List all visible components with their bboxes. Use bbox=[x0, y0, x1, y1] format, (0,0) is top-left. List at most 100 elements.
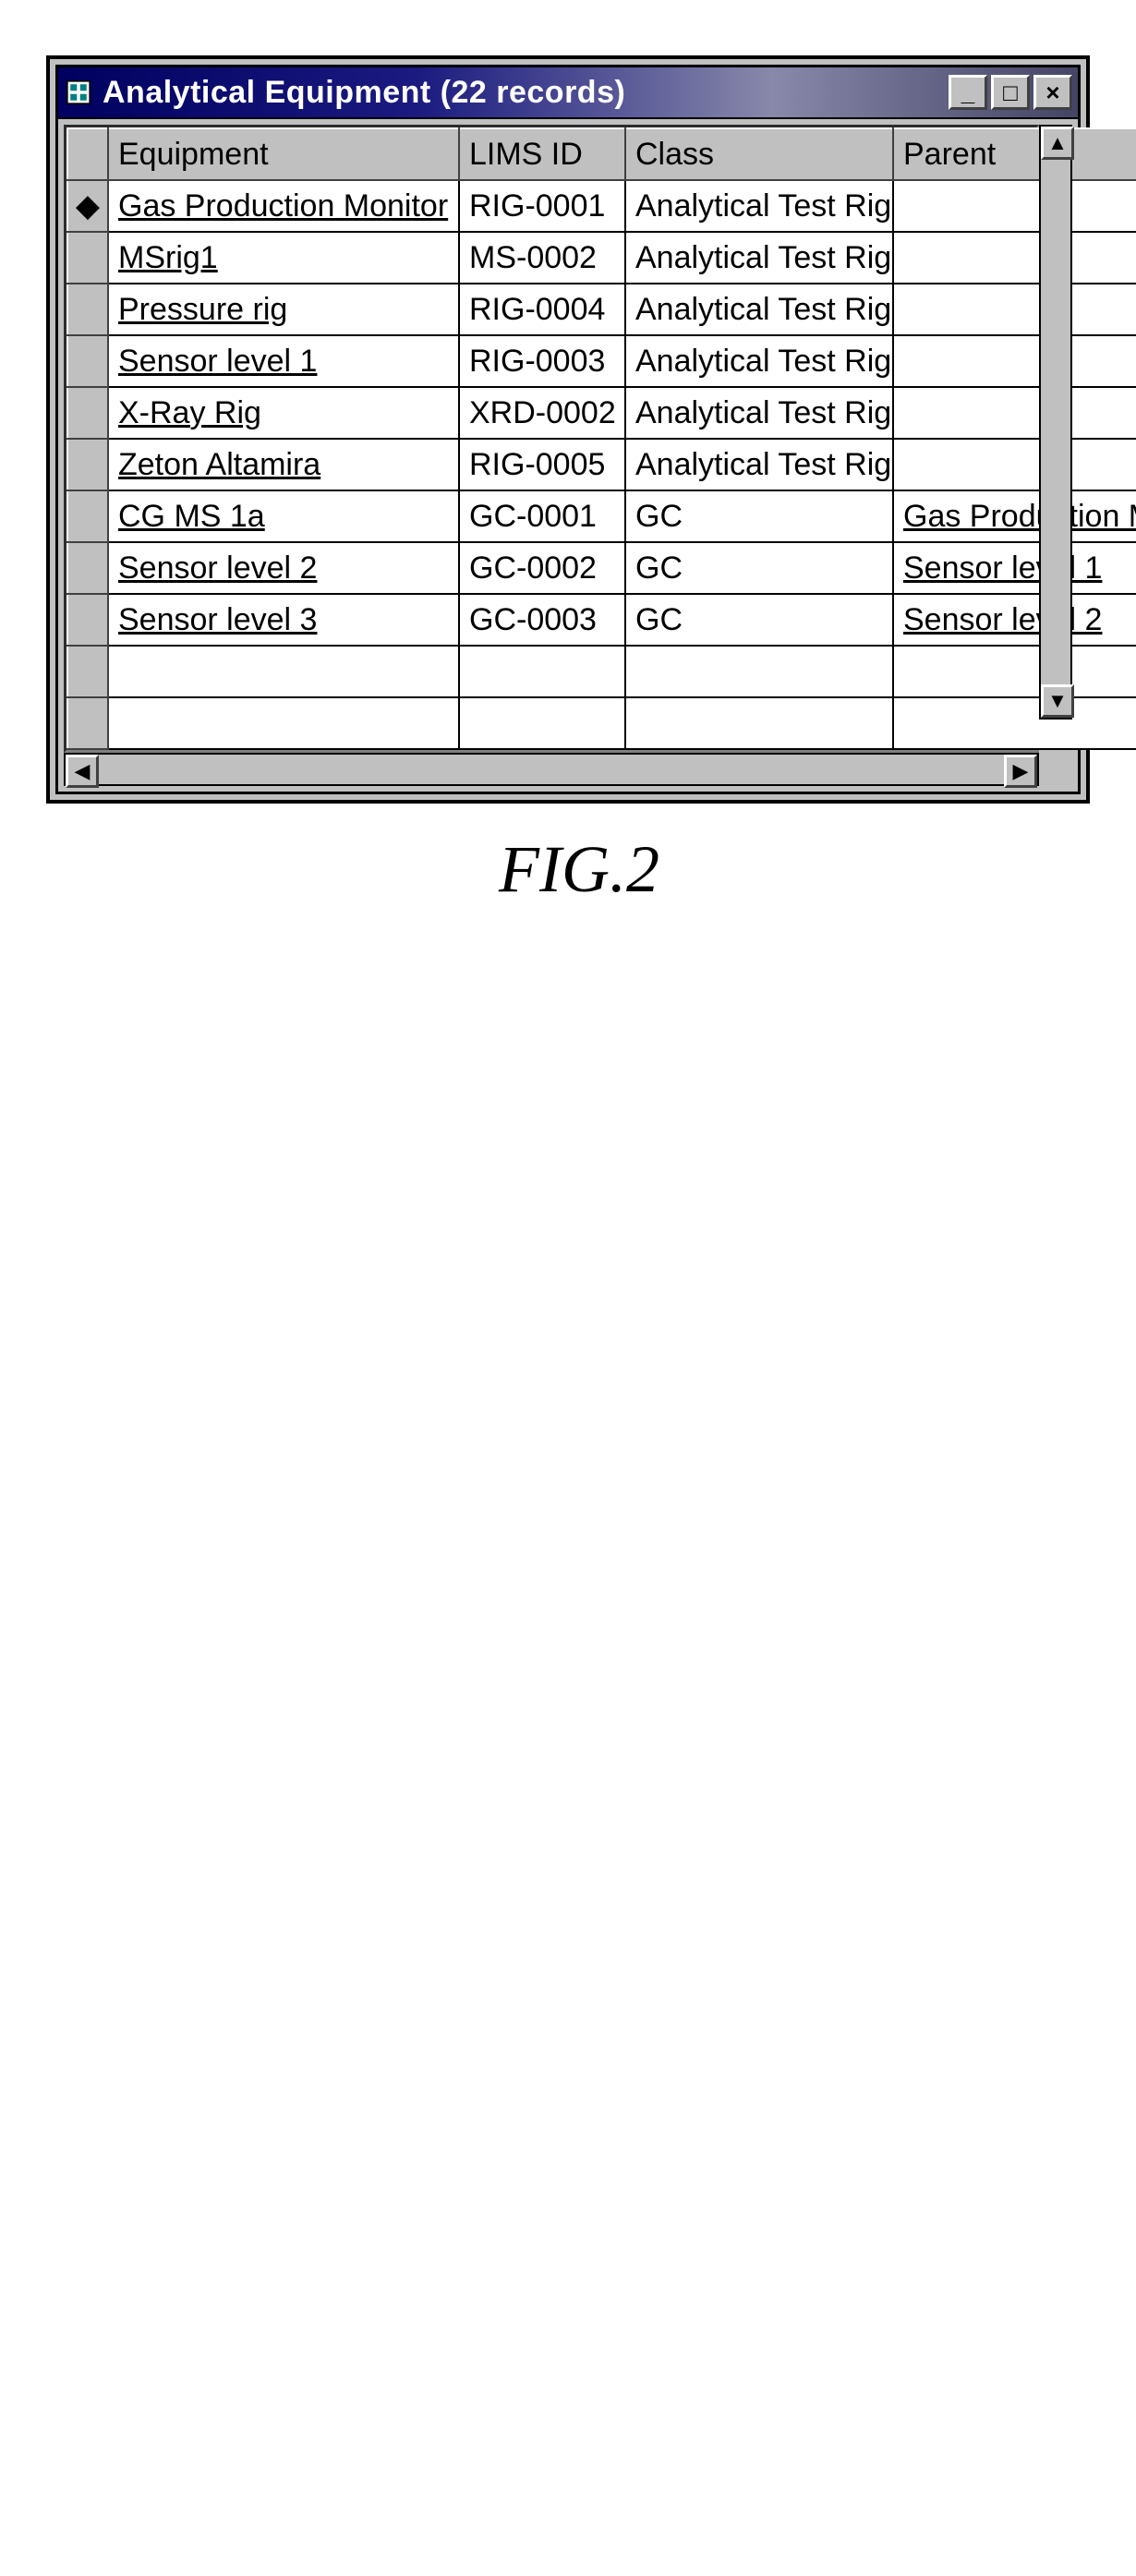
cell-lims-id: GC-0002 bbox=[459, 542, 625, 594]
cell-equipment[interactable]: Sensor level 1 bbox=[108, 335, 459, 387]
cell-parent[interactable]: Sensor level 2 bbox=[893, 594, 1136, 646]
cell-equipment bbox=[108, 646, 459, 697]
horizontal-scrollbar[interactable]: ◀ ▶ bbox=[64, 753, 1039, 786]
parent-link[interactable]: Sensor level 1 bbox=[903, 550, 1102, 586]
cell-equipment[interactable]: X-Ray Rig bbox=[108, 387, 459, 439]
table-row[interactable]: CG MS 1aGC-0001GCGas Production MonitorS… bbox=[67, 490, 1136, 542]
table-row[interactable]: MSrig1MS-0002Analytical Test RigSan Dieg… bbox=[67, 232, 1136, 284]
right-arrow-icon: ▶ bbox=[1013, 759, 1029, 783]
minimize-button[interactable]: _ bbox=[949, 75, 987, 110]
row-selector[interactable] bbox=[67, 542, 108, 594]
cell-class bbox=[625, 697, 893, 749]
table-row[interactable] bbox=[67, 697, 1136, 749]
table-row[interactable] bbox=[67, 646, 1136, 697]
cell-equipment[interactable]: Pressure rig bbox=[108, 284, 459, 335]
col-header-parent[interactable]: Parent bbox=[893, 128, 1136, 180]
up-arrow-icon: ▲ bbox=[1047, 131, 1068, 155]
scroll-up-button[interactable]: ▲ bbox=[1041, 127, 1074, 160]
row-selector[interactable] bbox=[67, 232, 108, 284]
titlebar[interactable]: Analytical Equipment (22 records) _ □ × bbox=[58, 67, 1078, 119]
col-header-class[interactable]: Class bbox=[625, 128, 893, 180]
cell-equipment[interactable]: Gas Production Monitor bbox=[108, 180, 459, 232]
parent-link[interactable]: Sensor level 2 bbox=[903, 602, 1102, 637]
row-selector[interactable]: ◆ bbox=[67, 180, 108, 232]
equipment-link[interactable]: Sensor level 3 bbox=[118, 602, 317, 637]
row-selector[interactable] bbox=[67, 387, 108, 439]
col-header-lims-id[interactable]: LIMS ID bbox=[459, 128, 625, 180]
cell-parent[interactable]: Gas Production Monitor bbox=[893, 490, 1136, 542]
row-selector[interactable] bbox=[67, 439, 108, 490]
equipment-link[interactable]: Pressure rig bbox=[118, 292, 287, 327]
equipment-link[interactable]: Sensor level 2 bbox=[118, 550, 317, 586]
down-arrow-icon: ▼ bbox=[1047, 689, 1068, 713]
row-selector[interactable] bbox=[67, 335, 108, 387]
table-row[interactable]: Sensor level 2GC-0002GCSensor level 1Pri… bbox=[67, 542, 1136, 594]
cell-equipment[interactable]: Zeton Altamira bbox=[108, 439, 459, 490]
app-window: Analytical Equipment (22 records) _ □ × … bbox=[55, 65, 1081, 794]
equipment-link[interactable]: Zeton Altamira bbox=[118, 447, 320, 482]
cell-class: Analytical Test Rig bbox=[625, 232, 893, 284]
header-row: Equipment LIMS ID Class Parent Site bbox=[67, 128, 1136, 180]
cell-parent bbox=[893, 697, 1136, 749]
table-row[interactable]: Sensor level 3GC-0003GCSensor level 2Pri… bbox=[67, 594, 1136, 646]
row-selector[interactable] bbox=[67, 594, 108, 646]
cell-parent bbox=[893, 646, 1136, 697]
vertical-scrollbar[interactable]: ▲ ▼ bbox=[1039, 125, 1072, 720]
table-row[interactable]: Zeton Altamira RIG-0005Analytical Test Ri… bbox=[67, 439, 1136, 490]
row-selector[interactable] bbox=[67, 490, 108, 542]
table-row[interactable]: Pressure rigRIG-0004Analytical Test RigS… bbox=[67, 284, 1136, 335]
cell-parent bbox=[893, 439, 1136, 490]
left-arrow-icon: ◀ bbox=[75, 759, 91, 783]
equipment-link[interactable]: Gas Production Monitor bbox=[118, 188, 448, 224]
cell-lims-id: RIG-0005 bbox=[459, 439, 625, 490]
select-all-corner[interactable] bbox=[67, 128, 108, 180]
cell-lims-id: RIG-0001 bbox=[459, 180, 625, 232]
cell-lims-id: XRD-0002 bbox=[459, 387, 625, 439]
cell-class: GC bbox=[625, 542, 893, 594]
table-row[interactable]: X-Ray RigXRD-0002Analytical Test RigSan … bbox=[67, 387, 1136, 439]
cell-parent[interactable]: Sensor level 1 bbox=[893, 542, 1136, 594]
cell-lims-id bbox=[459, 697, 625, 749]
equipment-link[interactable]: CG MS 1a bbox=[118, 499, 265, 534]
figure-label: FIG.2 bbox=[499, 831, 659, 908]
equipment-link[interactable]: X-Ray Rig bbox=[118, 395, 261, 430]
cell-equipment[interactable]: Sensor level 3 bbox=[108, 594, 459, 646]
cell-class: GC bbox=[625, 490, 893, 542]
cell-lims-id: MS-0002 bbox=[459, 232, 625, 284]
cell-class: Analytical Test Rig bbox=[625, 335, 893, 387]
cell-class: Analytical Test Rig bbox=[625, 284, 893, 335]
close-icon: × bbox=[1045, 79, 1059, 107]
scroll-left-button[interactable]: ◀ bbox=[66, 755, 99, 788]
maximize-icon: □ bbox=[1003, 79, 1018, 107]
close-button[interactable]: × bbox=[1033, 75, 1072, 110]
table-row[interactable]: ◆Gas Production MonitorRIG-0001Analytica… bbox=[67, 180, 1136, 232]
cell-parent bbox=[893, 180, 1136, 232]
grid-container: Equipment LIMS ID Class Parent Site ◆Gas… bbox=[64, 125, 1039, 753]
equipment-link[interactable]: MSrig1 bbox=[118, 240, 218, 275]
window-title: Analytical Equipment (22 records) bbox=[103, 75, 949, 111]
row-selector[interactable] bbox=[67, 646, 108, 697]
cell-equipment[interactable]: Sensor level 2 bbox=[108, 542, 459, 594]
cell-class: Analytical Test Rig bbox=[625, 387, 893, 439]
table-row[interactable]: Sensor level 1RIG-0003Analytical Test Ri… bbox=[67, 335, 1136, 387]
maximize-button[interactable]: □ bbox=[991, 75, 1030, 110]
parent-link[interactable]: Gas Production Monitor bbox=[903, 499, 1136, 534]
col-header-equipment[interactable]: Equipment bbox=[108, 128, 459, 180]
data-grid[interactable]: Equipment LIMS ID Class Parent Site ◆Gas… bbox=[64, 125, 1039, 753]
row-selector[interactable] bbox=[67, 697, 108, 749]
cell-lims-id bbox=[459, 646, 625, 697]
equipment-link[interactable]: Sensor level 1 bbox=[118, 344, 317, 379]
scroll-down-button[interactable]: ▼ bbox=[1041, 684, 1074, 718]
cell-lims-id: GC-0001 bbox=[459, 490, 625, 542]
window-outer-frame: Analytical Equipment (22 records) _ □ × … bbox=[46, 55, 1090, 804]
client-area: Equipment LIMS ID Class Parent Site ◆Gas… bbox=[58, 119, 1078, 792]
cell-parent bbox=[893, 335, 1136, 387]
cell-class: GC bbox=[625, 594, 893, 646]
system-menu-icon[interactable] bbox=[64, 78, 93, 107]
cell-equipment[interactable]: MSrig1 bbox=[108, 232, 459, 284]
scroll-right-button[interactable]: ▶ bbox=[1004, 755, 1037, 788]
cell-class: Analytical Test Rig bbox=[625, 439, 893, 490]
cell-equipment[interactable]: CG MS 1a bbox=[108, 490, 459, 542]
hscroll-track[interactable] bbox=[99, 755, 1004, 784]
row-selector[interactable] bbox=[67, 284, 108, 335]
